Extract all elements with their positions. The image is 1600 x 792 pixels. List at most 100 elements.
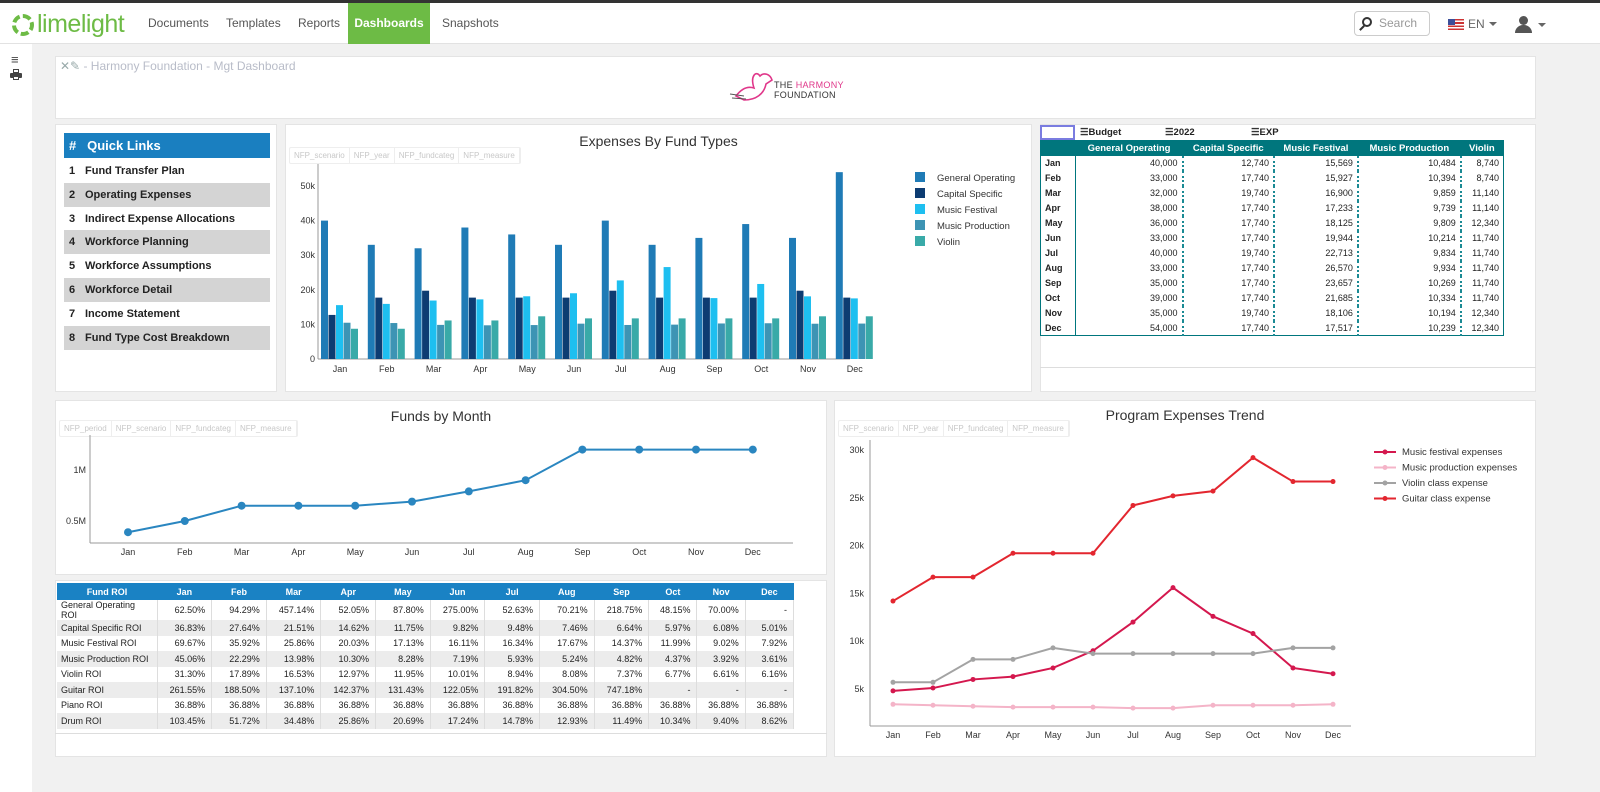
bar-violin[interactable] xyxy=(865,316,873,359)
print-icon[interactable] xyxy=(10,69,22,80)
table-cell[interactable]: 188.50% xyxy=(211,682,267,698)
bar-music-festival[interactable] xyxy=(382,303,390,359)
point-music-production-expenses[interactable] xyxy=(1050,704,1056,710)
edit-close-icon[interactable]: ✕✎ xyxy=(60,59,81,73)
table-cell[interactable]: 5.01% xyxy=(745,620,795,636)
table-cell[interactable]: 16,900 xyxy=(1273,185,1359,201)
funds-point[interactable] xyxy=(578,445,587,454)
bar-music-festival[interactable] xyxy=(710,298,718,359)
table-cell[interactable]: 17.89% xyxy=(211,666,267,682)
point-violin-class-expense[interactable] xyxy=(970,656,976,662)
table-cell[interactable]: 36.88% xyxy=(375,697,431,713)
bar-general-operating[interactable] xyxy=(789,237,796,359)
bar-capital-specific[interactable] xyxy=(468,297,476,359)
point-music-festival-expenses[interactable] xyxy=(1050,665,1056,671)
table-cell[interactable]: 27.64% xyxy=(211,620,267,636)
quick-link-item[interactable]: 6 Workforce Detail xyxy=(64,278,270,302)
table-cell[interactable]: 36.88% xyxy=(696,697,746,713)
legend-label[interactable]: Music festival expenses xyxy=(1402,447,1503,458)
bar-music-festival[interactable] xyxy=(476,299,484,359)
bar-capital-specific[interactable] xyxy=(328,314,336,359)
filter-chip[interactable]: NFP_measure xyxy=(1008,421,1069,436)
bar-violin[interactable] xyxy=(444,320,452,359)
funds-point[interactable] xyxy=(237,501,246,510)
bar-music-production[interactable] xyxy=(343,322,351,359)
table-cell[interactable]: 9,834 xyxy=(1357,245,1462,261)
dimension-selector[interactable]: ☰EXP xyxy=(1251,127,1279,138)
funds-point[interactable] xyxy=(124,528,132,537)
point-music-festival-expenses[interactable] xyxy=(1290,665,1296,671)
table-cell[interactable]: 122.05% xyxy=(430,682,486,698)
table-cell[interactable]: 12,340 xyxy=(1471,322,1499,333)
quick-link-item[interactable]: 5 Workforce Assumptions xyxy=(64,254,270,278)
table-cell[interactable]: 5.24% xyxy=(539,651,595,667)
table-cell[interactable]: 457.14% xyxy=(266,600,322,620)
table-cell[interactable]: 13.98% xyxy=(266,651,322,667)
legend-label[interactable]: General Operating xyxy=(937,173,1015,184)
point-guitar-class-expense[interactable] xyxy=(1290,479,1296,485)
bar-music-production[interactable] xyxy=(764,323,772,359)
table-cell[interactable]: 11.49% xyxy=(594,713,650,729)
quick-link-item[interactable]: 4 Workforce Planning xyxy=(64,230,270,255)
table-cell[interactable]: 36.88% xyxy=(430,697,486,713)
bar-music-production[interactable] xyxy=(530,325,538,359)
quick-link-item[interactable]: 8 Fund Type Cost Breakdown xyxy=(64,325,270,350)
table-cell[interactable]: 17,740 xyxy=(1182,320,1275,336)
language-dropdown[interactable]: EN xyxy=(1448,17,1497,31)
bar-violin[interactable] xyxy=(631,318,639,359)
table-cell[interactable]: 26,570 xyxy=(1273,260,1359,276)
table-cell[interactable]: 17,233 xyxy=(1273,200,1359,216)
search-input[interactable]: Search xyxy=(1354,11,1430,36)
bar-music-festival[interactable] xyxy=(850,298,858,359)
quick-link-item[interactable]: 3 Indirect Expense Allocations xyxy=(64,207,270,231)
table-cell[interactable]: 33,000 xyxy=(1075,260,1184,276)
table-cell[interactable]: 7.37% xyxy=(594,666,650,682)
table-cell[interactable]: 16.34% xyxy=(484,635,540,651)
table-cell[interactable]: 8.08% xyxy=(539,666,595,682)
bar-music-festival[interactable] xyxy=(616,280,624,359)
bar-music-festival[interactable] xyxy=(523,296,531,359)
table-cell[interactable]: 17,740 xyxy=(1182,260,1275,276)
table-cell[interactable]: 32,000 xyxy=(1075,185,1184,201)
table-cell[interactable]: 36,000 xyxy=(1075,215,1184,231)
table-cell[interactable]: 21,685 xyxy=(1273,290,1359,306)
bar-music-production[interactable] xyxy=(858,323,866,359)
point-guitar-class-expense[interactable] xyxy=(1130,502,1136,508)
filter-chip[interactable]: NFP_fundcateg xyxy=(944,421,1009,436)
table-cell[interactable]: 10,269 xyxy=(1357,275,1462,291)
table-cell[interactable]: 40,000 xyxy=(1075,245,1184,261)
bar-violin[interactable] xyxy=(397,328,405,359)
point-violin-class-expense[interactable] xyxy=(1250,651,1256,657)
legend-label[interactable]: Violin xyxy=(937,237,960,248)
table-cell[interactable]: 3.61% xyxy=(745,651,795,667)
point-guitar-class-expense[interactable] xyxy=(1250,455,1256,461)
point-violin-class-expense[interactable] xyxy=(1050,645,1056,651)
point-violin-class-expense[interactable] xyxy=(1290,645,1296,651)
table-cell[interactable]: 52.63% xyxy=(484,600,540,620)
table-cell[interactable]: 33,000 xyxy=(1075,230,1184,246)
table-cell[interactable]: 10,394 xyxy=(1357,170,1462,186)
point-guitar-class-expense[interactable] xyxy=(930,574,936,580)
bar-general-operating[interactable] xyxy=(835,172,843,359)
table-cell[interactable]: 9,859 xyxy=(1357,185,1462,201)
funds-point[interactable] xyxy=(635,445,644,454)
table-cell[interactable]: 14.62% xyxy=(320,620,377,636)
point-guitar-class-expense[interactable] xyxy=(1050,550,1056,556)
table-cell[interactable]: 35,000 xyxy=(1075,275,1184,291)
bar-music-production[interactable] xyxy=(811,323,819,359)
table-cell[interactable]: 21.51% xyxy=(266,620,322,636)
bar-general-operating[interactable] xyxy=(461,227,469,359)
point-guitar-class-expense[interactable] xyxy=(1170,493,1176,499)
table-cell[interactable]: 10,214 xyxy=(1357,230,1462,246)
point-music-festival-expenses[interactable] xyxy=(1330,671,1336,677)
bar-general-operating[interactable] xyxy=(648,244,656,359)
table-cell[interactable]: 25.86% xyxy=(266,635,322,651)
table-cell[interactable]: 36.88% xyxy=(157,697,213,713)
point-music-production-expenses[interactable] xyxy=(890,701,896,707)
table-cell[interactable]: 12.93% xyxy=(539,713,595,729)
bar-music-festival[interactable] xyxy=(757,283,765,359)
table-cell[interactable]: 17.13% xyxy=(375,635,431,651)
funds-point[interactable] xyxy=(180,517,189,525)
bar-general-operating[interactable] xyxy=(742,224,750,359)
table-cell[interactable]: 191.82% xyxy=(484,682,540,698)
